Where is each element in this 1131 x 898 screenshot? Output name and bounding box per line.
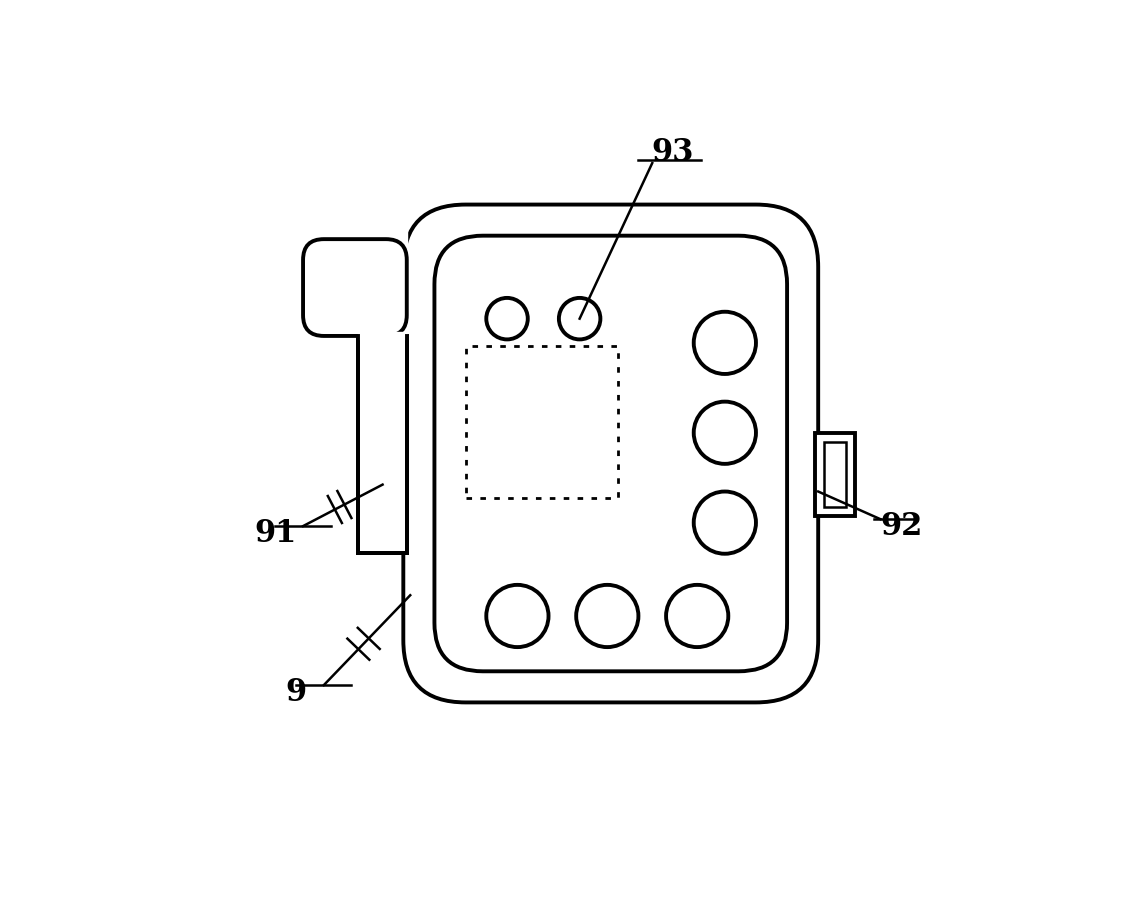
- Circle shape: [666, 585, 728, 647]
- Bar: [466, 347, 618, 498]
- Text: 91: 91: [254, 517, 296, 549]
- Circle shape: [486, 298, 528, 339]
- Bar: [814, 433, 855, 515]
- Text: 9: 9: [285, 676, 307, 708]
- Circle shape: [693, 401, 756, 464]
- Circle shape: [693, 491, 756, 554]
- Circle shape: [486, 585, 549, 647]
- Circle shape: [576, 585, 638, 647]
- Circle shape: [693, 312, 756, 374]
- Bar: [359, 336, 407, 553]
- FancyBboxPatch shape: [303, 239, 407, 336]
- Text: 92: 92: [880, 511, 923, 541]
- FancyBboxPatch shape: [434, 235, 787, 672]
- FancyBboxPatch shape: [404, 205, 818, 702]
- Text: 93: 93: [651, 137, 694, 168]
- Bar: [823, 442, 846, 506]
- Circle shape: [559, 298, 601, 339]
